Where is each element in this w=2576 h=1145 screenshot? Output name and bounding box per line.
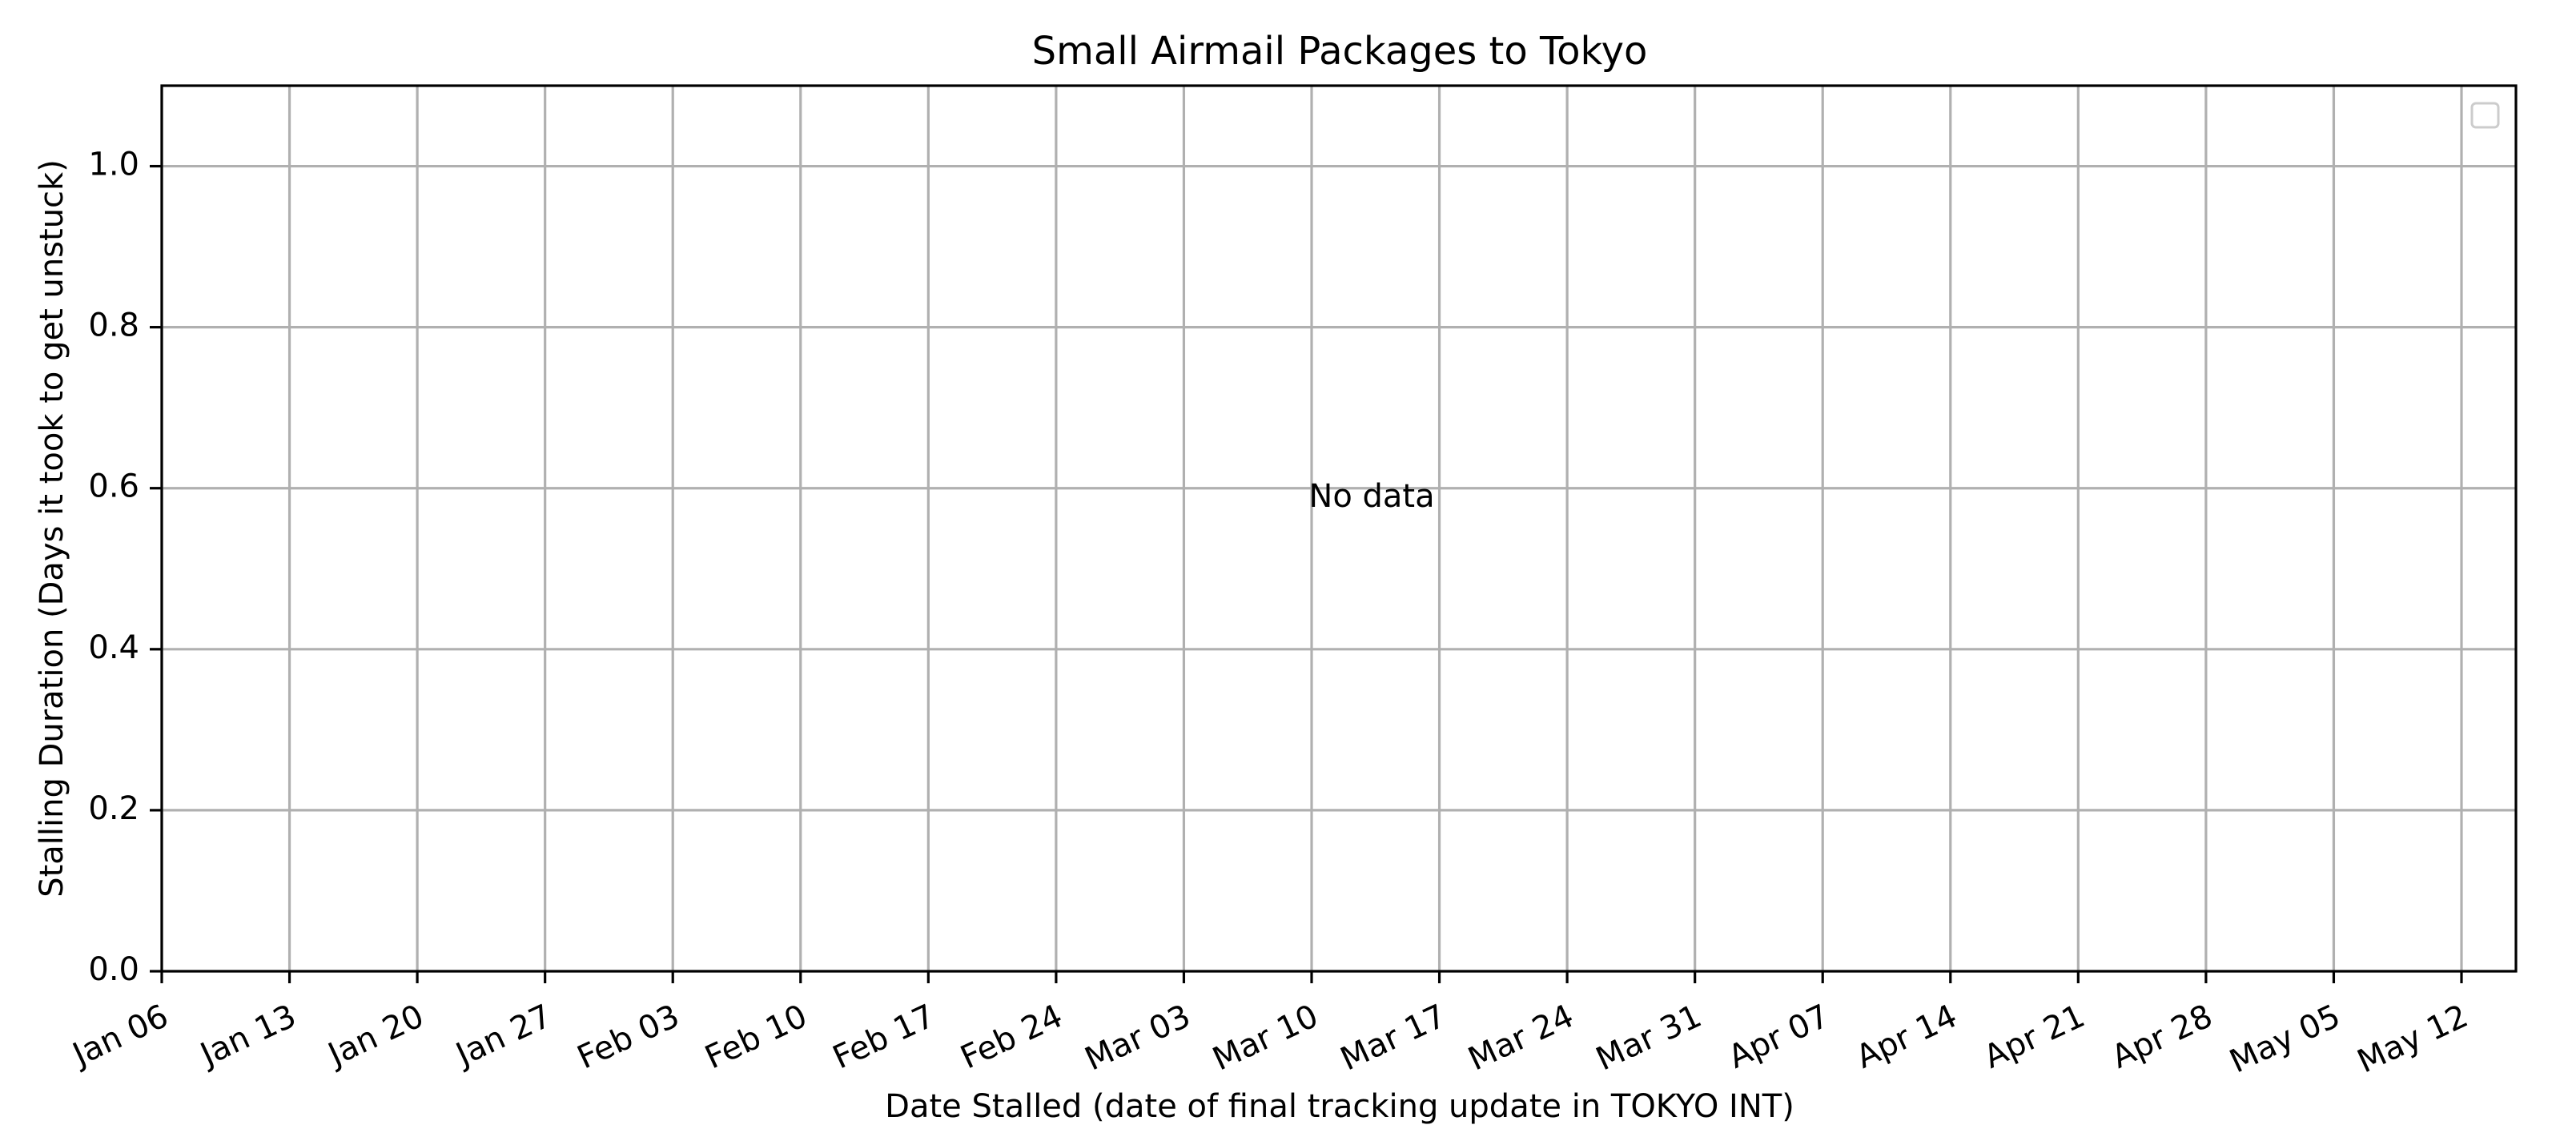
- x-tick-label: May 12: [2352, 998, 2474, 1081]
- x-tick-label: Apr 14: [1851, 998, 1963, 1076]
- x-tick-label: Feb 17: [827, 998, 940, 1077]
- y-tick-label: 0.6: [88, 468, 139, 505]
- x-tick-label: Mar 24: [1463, 998, 1580, 1078]
- x-tick-label: Mar 03: [1079, 998, 1196, 1078]
- x-tick-label: Mar 31: [1590, 998, 1707, 1078]
- legend-box: [2470, 102, 2500, 129]
- y-tick-label: 0.0: [88, 951, 139, 988]
- x-tick-label: Jan 06: [66, 998, 175, 1075]
- x-gridlines: [160, 86, 2463, 971]
- y-tick-label: 1.0: [88, 147, 139, 183]
- x-tick-label: Jan 27: [448, 998, 557, 1075]
- chart-title: Small Airmail Packages to Tokyo: [1032, 29, 1648, 74]
- no-data-annotation: No data: [1308, 478, 1434, 515]
- x-tick-label: Mar 17: [1335, 998, 1452, 1078]
- x-axis-label: Date Stalled (date of final tracking upd…: [885, 1088, 1794, 1125]
- y-axis-label: Stalling Duration (Days it took to get u…: [34, 159, 70, 898]
- x-tick-label: Apr 28: [2106, 998, 2218, 1076]
- x-tick-label: May 05: [2224, 998, 2346, 1081]
- x-tick-label: Feb 24: [955, 998, 1068, 1077]
- y-gridlines: [162, 164, 2516, 973]
- x-tick-label: Mar 10: [1208, 998, 1324, 1078]
- y-tick-label: 0.2: [88, 790, 139, 827]
- x-tick-label: Feb 03: [572, 998, 685, 1077]
- x-tick-label: Jan 20: [321, 998, 430, 1075]
- plot-frame: [160, 84, 2518, 973]
- y-axis: 0.0 0.2 0.4 0.6 0.8 1.0: [88, 147, 162, 988]
- y-tick-label: 0.4: [88, 629, 139, 666]
- x-tick-label: Apr 21: [1979, 998, 2091, 1076]
- x-tick-label: Apr 07: [1723, 998, 1835, 1076]
- x-axis: Jan 06 Jan 13 Jan 20 Jan 27 Feb 03 Feb 10 Feb …: [66, 971, 2474, 1080]
- x-tick-label: Feb 10: [700, 998, 813, 1077]
- x-tick-label: Jan 13: [193, 998, 302, 1075]
- y-tick-label: 0.8: [88, 307, 139, 344]
